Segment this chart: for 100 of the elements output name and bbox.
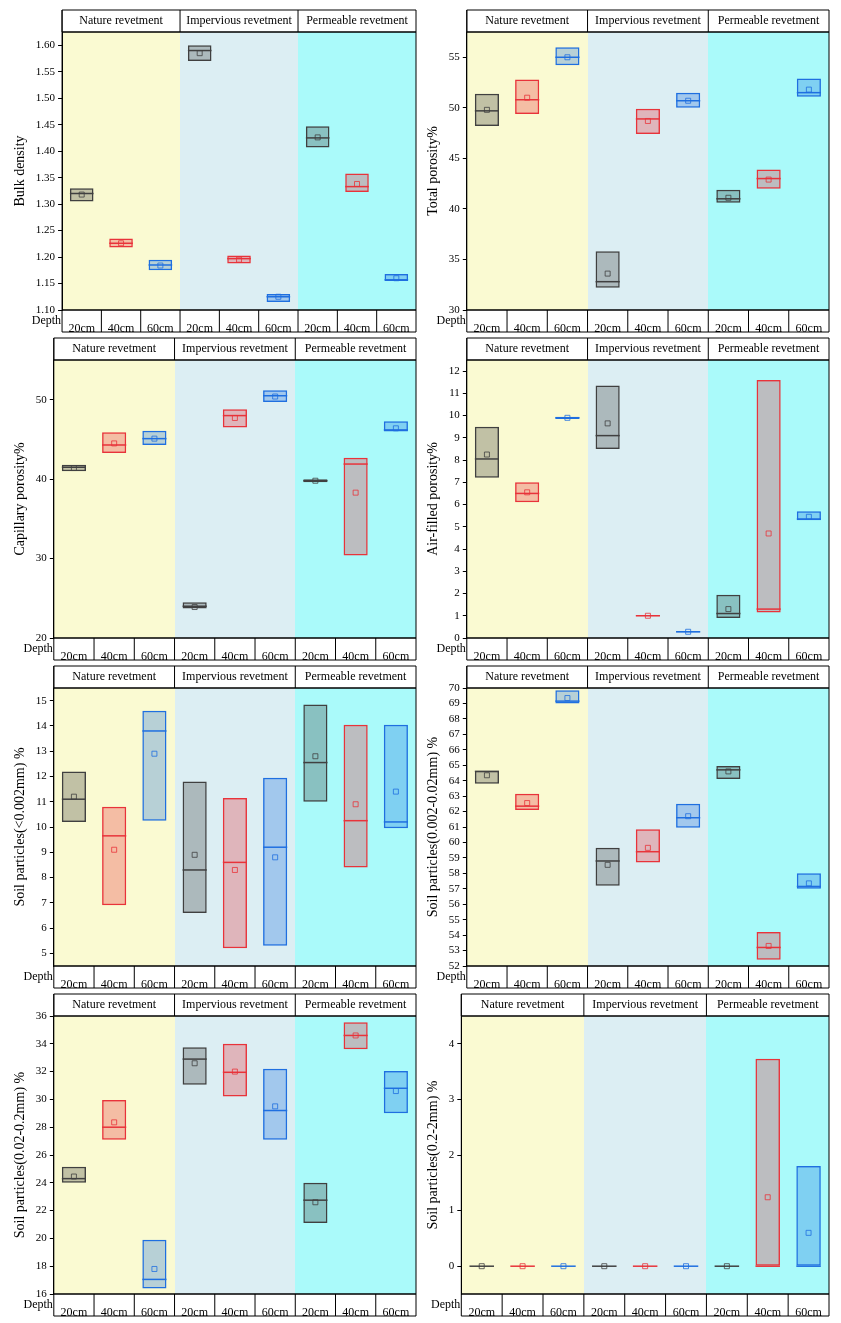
y-tick-label: 64 xyxy=(448,773,461,786)
y-tick-label: 1.60 xyxy=(35,38,56,51)
x-tick-label: 20cm xyxy=(713,1305,741,1320)
text: Nature revetment xyxy=(485,341,570,356)
x-tick-label: 20cm xyxy=(715,649,743,664)
x-tick-label: 60cm xyxy=(554,649,582,664)
x-axis-title: Depth xyxy=(23,641,53,656)
x-tick-label: 40cm xyxy=(100,1305,129,1320)
y-tick-label: 34 xyxy=(35,1036,48,1049)
x-tick-label: 20cm xyxy=(594,649,622,664)
x-tick-label: 20cm xyxy=(302,1305,330,1320)
x-tick-label: 40cm xyxy=(221,977,249,992)
y-tick-label: 45 xyxy=(448,151,461,164)
x-tick-label: 60cm xyxy=(141,1305,169,1320)
x-tick-label: 40cm xyxy=(513,977,542,992)
y-tick-label: 28 xyxy=(35,1120,48,1133)
y-tick-label: 56 xyxy=(448,897,461,910)
x-tick-label: 40cm xyxy=(342,649,370,664)
y-tick-label: 69 xyxy=(448,696,461,709)
x-tick-label: 60cm xyxy=(261,977,290,992)
y-tick-label: 30 xyxy=(35,1092,48,1105)
text: Nature revetment xyxy=(72,997,157,1012)
x-tick-label: 40cm xyxy=(221,1305,249,1320)
y-tick-label: 32 xyxy=(35,1064,47,1077)
text: Nature revetment xyxy=(72,669,157,684)
y-tick-label: 22 xyxy=(35,1203,47,1216)
y-tick-label: 1 xyxy=(454,608,460,621)
y-tick-label: 11 xyxy=(449,386,460,399)
y-tick-label: 13 xyxy=(35,744,48,757)
text: Permeable revetment xyxy=(306,13,409,28)
text: Nature revetment xyxy=(79,13,164,28)
x-tick-label: 40cm xyxy=(225,321,254,336)
text: Permeable revetment xyxy=(717,13,821,28)
x-tick-label: 60cm xyxy=(382,1305,410,1320)
text: Permeable revetment xyxy=(716,997,820,1012)
y-tick-label: 20 xyxy=(35,630,48,643)
y-axis-title: Soil particles(0.2-2mm) % xyxy=(425,1080,442,1230)
x-axis-title: Depth xyxy=(436,641,466,656)
y-tick-label: 1.55 xyxy=(35,64,56,77)
x-tick-label: 60cm xyxy=(383,321,411,336)
text: Permeable revetment xyxy=(717,341,821,356)
x-tick-label: 60cm xyxy=(674,321,703,336)
text: Impervious revetment xyxy=(592,997,699,1012)
x-tick-label: 20cm xyxy=(68,321,96,336)
y-tick-label: 60 xyxy=(448,835,461,848)
y-tick-label: 18 xyxy=(35,1259,48,1272)
y-tick-label: 10 xyxy=(448,408,461,421)
y-axis-title: Soil particles(0.002-0.02mm) % xyxy=(425,736,442,918)
y-tick-label: 3 xyxy=(448,1092,455,1105)
y-tick-label: 16 xyxy=(35,1286,48,1299)
x-axis-title: Depth xyxy=(31,313,62,328)
y-tick-label: 62 xyxy=(448,804,460,817)
y-tick-label: 4 xyxy=(448,1036,455,1049)
text: Impervious revetment xyxy=(595,669,702,684)
text: Nature revetment xyxy=(485,669,570,684)
x-axis-title: Depth xyxy=(23,969,53,984)
x-tick-label: 20cm xyxy=(468,1305,496,1320)
x-tick-label: 20cm xyxy=(60,977,88,992)
y-tick-label: 30 xyxy=(448,302,461,315)
text: Impervious revetment xyxy=(595,341,702,356)
x-tick-label: 40cm xyxy=(634,321,662,336)
y-tick-label: 36 xyxy=(35,1008,48,1021)
x-tick-label: 20cm xyxy=(594,321,622,336)
y-tick-label: 24 xyxy=(35,1175,48,1188)
x-tick-label: 40cm xyxy=(631,1305,660,1320)
y-tick-label: 8 xyxy=(454,452,461,465)
y-tick-label: 3 xyxy=(454,564,461,577)
x-tick-label: 40cm xyxy=(755,649,783,664)
x-tick-label: 20cm xyxy=(473,649,501,664)
x-tick-label: 20cm xyxy=(186,321,214,336)
y-axis-title: Bulk density xyxy=(12,135,28,207)
y-tick-label: 8 xyxy=(41,870,48,883)
y-tick-label: 5 xyxy=(41,946,48,959)
y-tick-label: 11 xyxy=(36,794,47,807)
y-axis-title: Air-filled porosity% xyxy=(425,441,441,556)
x-tick-label: 40cm xyxy=(100,649,129,664)
x-tick-label: 40cm xyxy=(755,321,783,336)
y-tick-label: 30 xyxy=(35,551,48,564)
y-tick-label: 20 xyxy=(35,1231,48,1244)
text: Impervious revetment xyxy=(595,13,702,28)
y-tick-label: 70 xyxy=(448,680,461,693)
x-tick-label: 20cm xyxy=(473,977,501,992)
y-tick-label: 35 xyxy=(448,252,461,265)
y-tick-label: 40 xyxy=(35,472,48,485)
y-axis-title: Soil particles(<0.002mm) % xyxy=(12,747,29,907)
x-tick-label: 60cm xyxy=(261,1305,290,1320)
x-axis-title: Depth xyxy=(23,1297,53,1312)
y-tick-label: 9 xyxy=(41,845,48,858)
y-tick-label: 1.30 xyxy=(35,196,56,209)
y-tick-label: 1.40 xyxy=(35,144,56,157)
y-axis-title: Soil particles(0.02-0.2mm) % xyxy=(12,1071,29,1239)
x-tick-label: 60cm xyxy=(554,321,582,336)
y-tick-label: 57 xyxy=(448,881,461,894)
y-tick-label: 50 xyxy=(448,100,461,113)
x-tick-label: 20cm xyxy=(304,321,332,336)
text: Permeable revetment xyxy=(304,997,408,1012)
y-tick-label: 63 xyxy=(448,789,461,801)
x-tick-label: 60cm xyxy=(265,321,293,336)
x-tick-label: 40cm xyxy=(509,1305,537,1320)
y-tick-label: 6 xyxy=(41,920,48,933)
